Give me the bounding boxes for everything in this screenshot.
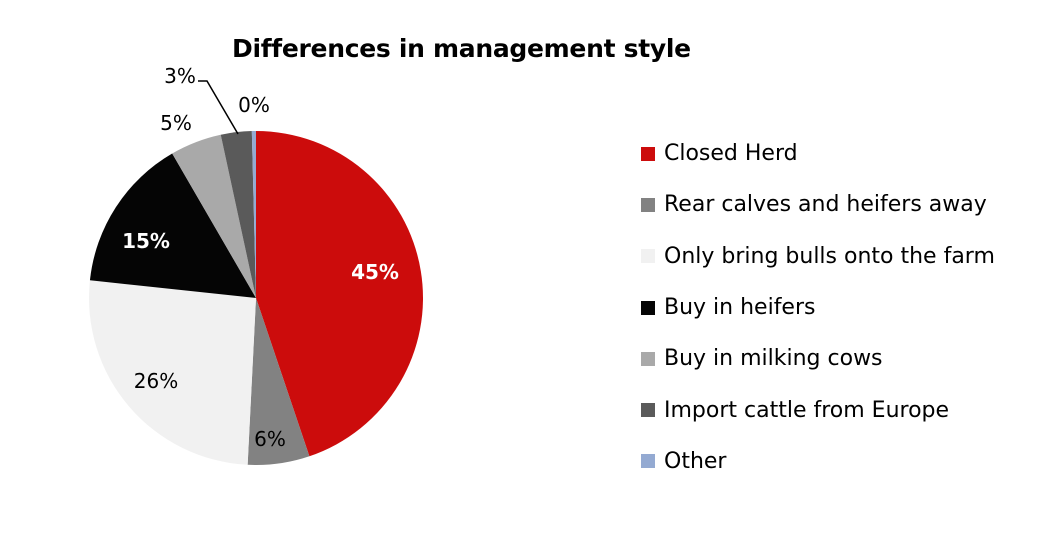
data-label: 0%	[238, 93, 270, 117]
legend-label: Other	[664, 448, 727, 474]
pie-chart: 45% 6% 26% 15% 5% 3% 0%	[89, 64, 424, 465]
chart-title: Differences in management style	[232, 34, 691, 63]
legend-label: Import cattle from Europe	[664, 397, 950, 423]
legend-item: Buy in milking cows	[641, 333, 995, 384]
data-label: 6%	[254, 427, 286, 451]
legend-swatch	[641, 403, 655, 418]
data-label: 45%	[351, 260, 399, 284]
pie-slice-other	[251, 131, 256, 298]
pie-labels: 45% 6% 26% 15% 5% 3% 0%	[122, 64, 399, 451]
data-label: 15%	[122, 229, 170, 253]
legend-item: Import cattle from Europe	[641, 384, 995, 435]
pie-slices	[89, 131, 424, 465]
legend-swatch	[641, 197, 655, 212]
leader-line	[198, 80, 239, 135]
pie-slice-import-cattle-from-europe	[220, 131, 256, 298]
legend-swatch	[641, 300, 655, 315]
legend-swatch	[641, 146, 655, 161]
chart-legend: Closed Herd Rear calves and heifers away O…	[641, 128, 995, 487]
pie-slice-buy-in-heifers	[89, 153, 256, 298]
legend-label: Only bring bulls onto the farm	[664, 243, 995, 269]
legend-item: Only bring bulls onto the farm	[641, 231, 995, 282]
legend-item: Rear calves and heifers away	[641, 179, 995, 230]
pie-slice-closed-herd	[256, 131, 424, 457]
pie-slice-rear-calves-and-heifers-away	[247, 298, 310, 465]
pie-slice-buy-in-milking-cows	[172, 134, 256, 298]
data-label: 5%	[160, 111, 192, 135]
data-label: 26%	[134, 369, 178, 393]
legend-label: Buy in heifers	[664, 295, 816, 321]
legend-item: Closed Herd	[641, 128, 995, 179]
legend-item: Buy in heifers	[641, 282, 995, 333]
data-label: 3%	[164, 64, 196, 88]
legend-swatch	[641, 249, 655, 264]
legend-label: Rear calves and heifers away	[664, 192, 987, 218]
legend-label: Closed Herd	[664, 141, 798, 167]
legend-swatch	[641, 454, 655, 469]
legend-label: Buy in milking cows	[664, 346, 883, 372]
legend-item: Other	[641, 436, 995, 487]
legend-swatch	[641, 351, 655, 366]
pie-slice-only-bring-bulls-onto-the-farm	[89, 280, 257, 465]
